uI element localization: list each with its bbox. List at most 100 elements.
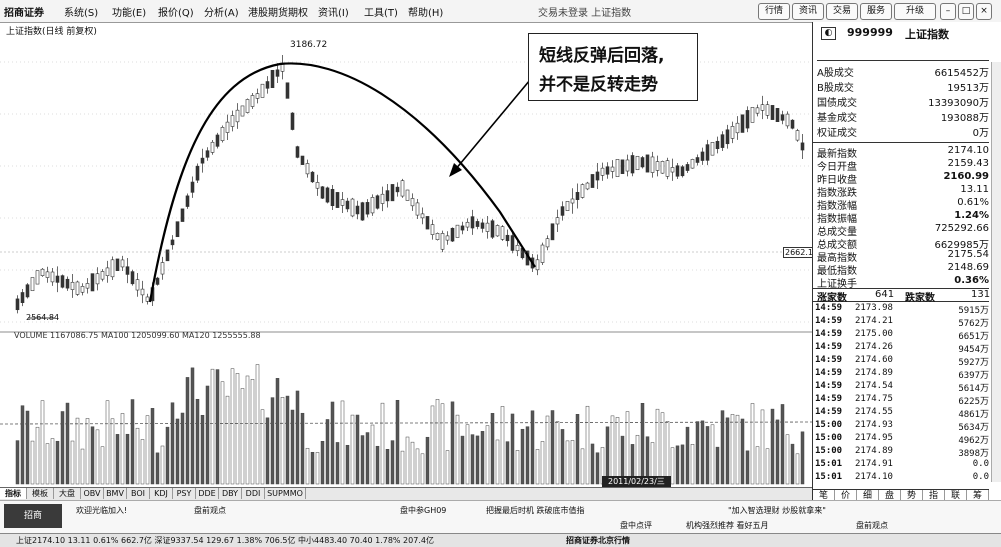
- news-item[interactable]: 欢迎光临加入!: [76, 506, 128, 515]
- tick-time: 15:01: [815, 459, 843, 469]
- volume-bar: [670, 447, 675, 485]
- kline-chart[interactable]: [0, 22, 812, 487]
- news-item[interactable]: 机构强烈推荐 看好五月: [686, 521, 769, 530]
- row-label: B股成交: [817, 83, 854, 94]
- volume-bar: [780, 404, 785, 485]
- maximize-icon[interactable]: □: [958, 3, 974, 20]
- volume-bar: [60, 411, 65, 485]
- button-quotes[interactable]: 行情: [758, 3, 790, 20]
- candle: [75, 280, 80, 296]
- menu-item-system[interactable]: 系统(S): [64, 8, 99, 19]
- candle: [225, 114, 230, 141]
- indicator-tab[interactable]: 大盘: [54, 488, 81, 499]
- button-upgrade[interactable]: 升级: [894, 3, 936, 20]
- news-item[interactable]: "加入智选理财 炒股就拿来": [728, 506, 826, 515]
- panel-tab[interactable]: 细: [857, 490, 879, 502]
- volume-bar: [615, 417, 620, 485]
- news-item[interactable]: 把握最后时机 跌破底市值指: [486, 506, 585, 515]
- volume-bar: [505, 441, 510, 485]
- volume-bar: [745, 450, 750, 485]
- panel-tab[interactable]: 筹: [967, 490, 989, 502]
- button-trade[interactable]: 交易: [826, 3, 858, 20]
- menu-item-function[interactable]: 功能(E): [112, 8, 147, 19]
- candle: [180, 208, 185, 222]
- indicator-tab[interactable]: PSY: [173, 488, 196, 499]
- indicator-tab[interactable]: DBY: [219, 488, 242, 499]
- indicator-tab[interactable]: 模板: [27, 488, 54, 499]
- candle: [495, 224, 500, 237]
- panel-tab[interactable]: 联: [945, 490, 967, 502]
- panel-tab[interactable]: 笔: [813, 490, 835, 502]
- volume-bar: [765, 448, 770, 485]
- annotation-arrowhead: [449, 163, 462, 177]
- volume-bar: [440, 403, 445, 485]
- menu-item-quote[interactable]: 报价(Q): [158, 8, 194, 19]
- tick-time: 15:00: [815, 420, 843, 430]
- annotation-line-2: 并不是反转走势: [539, 75, 658, 95]
- button-service[interactable]: 服务: [860, 3, 892, 20]
- panel-icon[interactable]: ◐: [821, 27, 836, 40]
- menu-item-news[interactable]: 资讯(I): [318, 8, 349, 19]
- row-label: 基金成交: [817, 113, 857, 124]
- candle: [595, 163, 600, 189]
- indicator-tab[interactable]: SUPMMO: [265, 488, 306, 499]
- volume-bar: [120, 413, 125, 485]
- indicator-tab[interactable]: DDE: [196, 488, 219, 499]
- indicator-tab[interactable]: BOI: [127, 488, 150, 499]
- button-news[interactable]: 资讯: [792, 3, 824, 20]
- panel-tab[interactable]: 势: [901, 490, 923, 502]
- candle: [445, 231, 450, 245]
- volume-bar: [180, 412, 185, 485]
- candle: [440, 230, 445, 253]
- indicator-tab[interactable]: 指标: [0, 488, 27, 499]
- volume-bar: [335, 442, 340, 485]
- news-item[interactable]: 盘中参GH09: [400, 506, 447, 515]
- volume-bar: [80, 448, 85, 485]
- row-value: 2175.54: [947, 249, 989, 260]
- panel-tab[interactable]: 盘: [879, 490, 901, 502]
- volume-bar: [535, 449, 540, 485]
- panel-tab[interactable]: 价: [835, 490, 857, 502]
- close-icon[interactable]: ×: [976, 3, 992, 20]
- row-label: 最新指数: [817, 149, 857, 160]
- volume-bar: [125, 433, 130, 485]
- volume-bar: [355, 414, 360, 485]
- candle: [110, 256, 115, 281]
- minimize-icon[interactable]: –: [940, 3, 956, 20]
- candle: [710, 142, 715, 156]
- panel-scrollbar[interactable]: [991, 62, 1001, 482]
- indicator-tab[interactable]: OBV: [81, 488, 104, 499]
- candle: [405, 189, 410, 201]
- volume-bar: [30, 440, 35, 485]
- tick-volume: 9454万: [958, 345, 989, 355]
- chart-title: 上证指数(日线 前复权): [6, 27, 97, 37]
- volume-bar: [290, 409, 295, 485]
- menu-item-help[interactable]: 帮助(H): [408, 8, 444, 19]
- indicator-tab[interactable]: DDI: [242, 488, 265, 499]
- candle: [305, 159, 310, 178]
- candle: [385, 183, 390, 208]
- tick-price: 2174.95: [855, 433, 893, 443]
- volume-bar: [665, 421, 670, 485]
- tick-time: 14:59: [815, 342, 843, 352]
- tick-row: 14:59 2174.75 6225万: [813, 394, 989, 407]
- candle: [100, 269, 105, 282]
- menu-item-tools[interactable]: 工具(T): [364, 8, 398, 19]
- news-item[interactable]: 盘中点评: [620, 521, 652, 530]
- menu-item-hk-futures[interactable]: 港股期货期权: [248, 8, 308, 19]
- news-item[interactable]: 盘前观点: [856, 521, 888, 530]
- indicator-tab[interactable]: BMV: [104, 488, 127, 499]
- candle: [95, 267, 100, 291]
- candle: [720, 131, 725, 152]
- volume-bar: [150, 408, 155, 485]
- row-value: 0.36%: [954, 275, 989, 286]
- indicator-tab[interactable]: KDJ: [150, 488, 173, 499]
- news-bar: 招商 欢迎光临加入! 盘前观点 盘中参GH09 把握最后时机 跌破底市值指 "加…: [0, 500, 1001, 533]
- panel-tab[interactable]: 指: [923, 490, 945, 502]
- menu-item-analysis[interactable]: 分析(A): [204, 8, 239, 19]
- tick-price: 2174.10: [855, 472, 893, 482]
- candle: [730, 121, 735, 144]
- volume-bar: [755, 446, 760, 485]
- down-count: 131: [971, 289, 991, 300]
- news-item[interactable]: 盘前观点: [194, 506, 226, 515]
